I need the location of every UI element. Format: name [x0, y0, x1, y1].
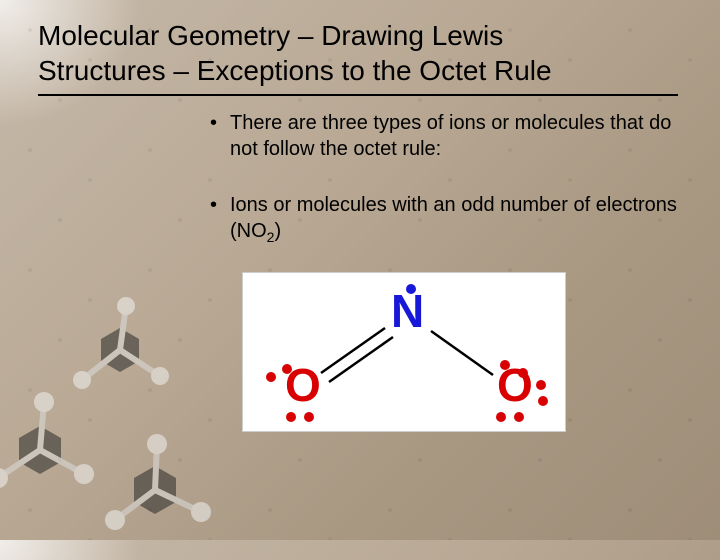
bullet-1-text: There are three types of ions or molecul…: [230, 110, 690, 162]
lewis-structure-figure: N O O: [242, 272, 566, 432]
title-line-1: Molecular Geometry – Drawing Lewis: [38, 20, 503, 51]
lewis-structure-svg: N O O: [243, 273, 565, 431]
svg-text:O: O: [285, 359, 321, 411]
svg-text:N: N: [391, 285, 424, 337]
slide-title: Molecular Geometry – Drawing Lewis Struc…: [38, 18, 690, 96]
bullet-2: • Ions or molecules with an odd number o…: [210, 192, 690, 246]
svg-text:O: O: [497, 359, 533, 411]
bullet-dot-icon: •: [210, 110, 230, 162]
title-line-2: Structures – Exceptions to the Octet Rul…: [38, 55, 552, 86]
bullet-2-post: ): [274, 220, 281, 242]
molecule-3d-decoration: [0, 280, 250, 560]
bullet-1: • There are three types of ions or molec…: [210, 110, 690, 162]
bullet-2-text: Ions or molecules with an odd number of …: [230, 192, 690, 246]
bullet-dot-icon: •: [210, 192, 230, 246]
bullet-2-pre: Ions or molecules with an odd number of …: [230, 194, 677, 242]
lewis-atoms: N O O: [285, 285, 533, 411]
slide-body: • There are three types of ions or molec…: [210, 110, 690, 276]
title-underline: [38, 94, 678, 96]
